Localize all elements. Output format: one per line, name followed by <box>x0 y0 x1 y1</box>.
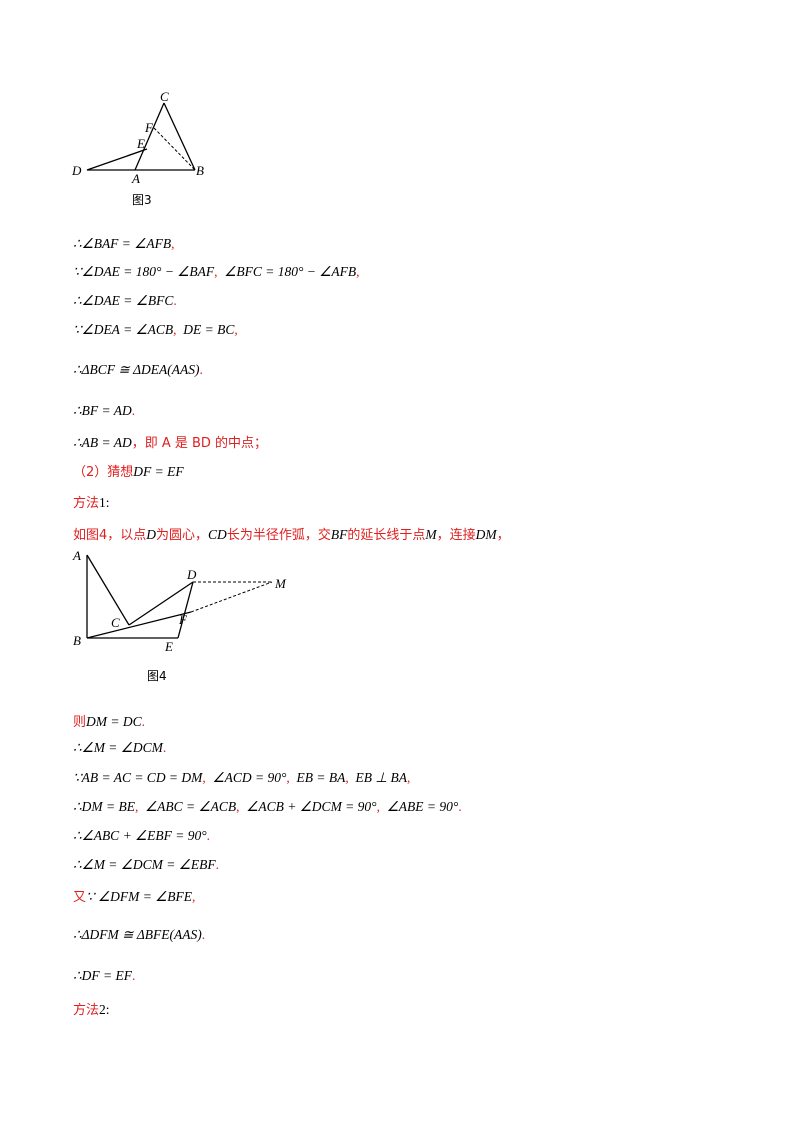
label-C: C <box>160 89 169 104</box>
part-2: （2）猜想DF = EF <box>73 464 184 480</box>
label-A: A <box>131 171 140 186</box>
line-2: ∵∠DAE = 180° − ∠BAF, ∠BFC = 180° − ∠AFB, <box>73 264 360 279</box>
method-1: 方法1: <box>73 495 110 511</box>
line-10: ∵AB = AC = CD = DM, ∠ACD = 90°, EB = BA,… <box>73 770 411 785</box>
line-6: ∴BF = AD. <box>73 403 136 418</box>
label-D: D <box>186 567 197 582</box>
label-D: D <box>71 163 82 178</box>
figure-4-caption: 图4 <box>147 669 167 683</box>
line-5: ∴ΔBCF ≅ ΔDEA(AAS). <box>73 362 203 377</box>
label-F: F <box>178 612 188 627</box>
label-C: C <box>111 615 120 630</box>
line-13: ∴∠M = ∠DCM = ∠EBF. <box>73 857 219 872</box>
figure-3: C F E D A B 图3 <box>71 89 204 207</box>
figure-4: A D M C F B E 图4 <box>72 548 287 683</box>
line-15: ∴ΔDFM ≅ ΔBFE(AAS). <box>73 927 206 942</box>
label-A: A <box>72 548 81 563</box>
line-16: ∴DF = EF. <box>73 968 136 983</box>
label-B: B <box>196 163 204 178</box>
construct-line: 如图4，以点D为圆心，CD长为半径作弧，交BF的延长线于点M，连接DM， <box>73 527 510 543</box>
label-E: E <box>136 136 145 151</box>
line-8: 则DM = DC. <box>73 714 145 730</box>
line-1: ∴∠BAF = ∠AFB, <box>73 236 175 251</box>
label-E: E <box>164 639 173 654</box>
figure-3-caption: 图3 <box>132 193 152 207</box>
line-12: ∴∠ABC + ∠EBF = 90°. <box>73 828 211 843</box>
line-4: ∵∠DEA = ∠ACB, DE = BC, <box>73 322 238 337</box>
label-M: M <box>274 576 287 591</box>
line-3: ∴∠DAE = ∠BFC. <box>73 293 177 308</box>
line-14: 又∵ ∠DFM = ∠BFE, <box>73 889 196 905</box>
line-7: ∴AB = AD，即 A 是 BD 的中点； <box>73 435 268 451</box>
label-F: F <box>144 120 154 135</box>
label-B: B <box>73 633 81 648</box>
line-9: ∴∠M = ∠DCM. <box>73 740 167 755</box>
method-2: 方法2: <box>73 1002 110 1018</box>
line-11: ∴DM = BE, ∠ABC = ∠ACB, ∠ACB + ∠DCM = 90°… <box>73 799 462 814</box>
